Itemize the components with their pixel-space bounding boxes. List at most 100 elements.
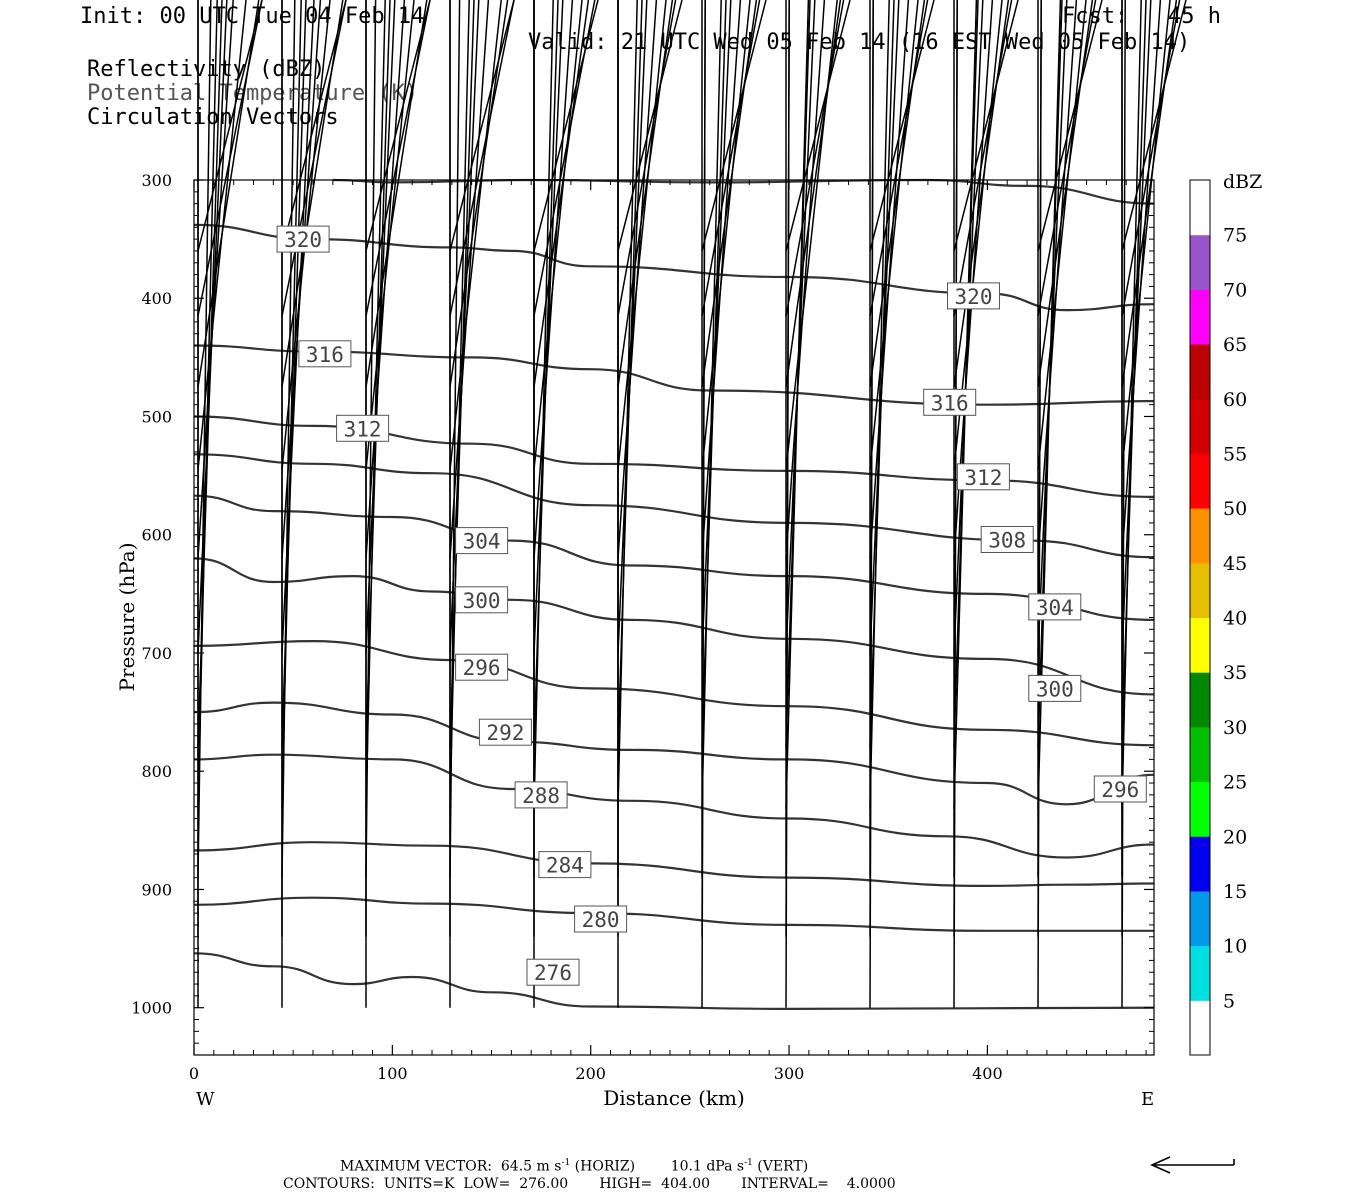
circulation-vector	[1037, 0, 1068, 654]
colorbar-swatch	[1190, 344, 1210, 400]
colorbar-level-label: 45	[1223, 553, 1247, 575]
vert-tag: (VERT)	[757, 1158, 809, 1175]
circulation-vector	[197, 0, 247, 470]
colorbar-swatch	[1190, 289, 1210, 345]
y-tick-label: 600	[141, 526, 172, 545]
circulation-vector	[701, 0, 706, 1008]
circulation-vector	[533, 0, 590, 388]
circulation-vector	[365, 0, 386, 810]
colorbar-swatch	[1190, 1000, 1210, 1056]
circulation-vector	[869, 0, 874, 1008]
reference-vector-icon	[1150, 1156, 1235, 1174]
circulation-vector	[1037, 0, 1042, 1008]
circulation-vector	[953, 0, 1010, 388]
circulation-vector	[533, 0, 564, 654]
unit-exponent-v: -1	[744, 1158, 753, 1168]
west-label: W	[196, 1089, 215, 1110]
y-axis-label: Pressure (hPa)	[115, 543, 139, 692]
circulation-vector	[1121, 0, 1181, 317]
circulation-vector	[449, 0, 480, 654]
max-vector-label: MAXIMUM VECTOR:	[340, 1158, 492, 1175]
contour-label-text: 320	[955, 285, 993, 309]
contour-label: 300	[1028, 674, 1082, 702]
contour-label-text: 276	[534, 961, 572, 985]
contour-label: 312	[336, 414, 390, 442]
circulation-vector	[701, 0, 732, 654]
circulation-vector	[365, 0, 415, 470]
circulation-vector	[1121, 0, 1171, 470]
y-tick-label: 500	[141, 407, 172, 426]
circulation-vector	[785, 0, 810, 810]
circulation-vector	[281, 0, 296, 878]
circulation-vector	[197, 0, 263, 252]
contour-label: 292	[478, 718, 532, 746]
circulation-vector	[701, 0, 758, 388]
circulation-vector	[617, 0, 683, 252]
colorbar-swatch	[1190, 617, 1210, 673]
circulation-vector	[701, 0, 722, 810]
max-vector-vertical: 10.1 dPa s	[670, 1158, 745, 1175]
circulation-vector	[785, 0, 790, 1008]
max-vector-horizontal: 64.5 m s	[500, 1158, 562, 1175]
contour-label-text: 316	[306, 343, 344, 367]
circulation-vector	[869, 0, 929, 317]
contour-label-text: 284	[546, 854, 584, 878]
isentrope-group	[193, 178, 1155, 1011]
contour-label-text: 288	[522, 784, 560, 808]
contour-label-text: 280	[582, 908, 620, 932]
isentrope-296	[193, 639, 1155, 747]
x-tick-label: 300	[774, 1064, 805, 1083]
colorbar-level-label: 40	[1223, 608, 1247, 630]
colorbar-swatch	[1190, 890, 1210, 947]
circulation-vector	[365, 0, 396, 654]
colorbar-unit-label: dBZ	[1223, 171, 1262, 193]
x-tick-label: 200	[575, 1064, 606, 1083]
colorbar-swatch	[1190, 836, 1210, 892]
unit-exponent-h: -1	[561, 1158, 571, 1168]
contour-label: 312	[956, 463, 1010, 491]
circulation-vector	[1121, 0, 1162, 559]
circulation-vector	[701, 0, 761, 317]
vector-group	[197, 0, 1187, 1008]
contour-label: 320	[276, 225, 330, 253]
circulation-vector	[365, 0, 406, 559]
isentrope-284	[193, 841, 1155, 888]
circulation-vector	[785, 0, 845, 317]
colorbar-swatch	[1190, 180, 1210, 236]
circulation-vector	[785, 0, 851, 252]
colorbar-level-label: 70	[1223, 279, 1247, 301]
circulation-vector	[1121, 0, 1178, 388]
y-tick-label: 1000	[131, 999, 172, 1018]
circulation-vector	[197, 0, 212, 878]
colorbar-level-label: 55	[1223, 443, 1247, 465]
circulation-vector	[785, 0, 816, 654]
contour-label: 288	[514, 781, 568, 809]
colorbar-swatch	[1190, 562, 1210, 618]
isentrope-300	[193, 557, 1155, 696]
circulation-vector	[617, 0, 667, 470]
colorbar-level-label: 65	[1223, 334, 1247, 356]
colorbar-frame	[1189, 179, 1211, 1056]
contour-label: 296	[1093, 775, 1147, 803]
circulation-vector	[869, 0, 890, 810]
contour-label: 300	[455, 586, 509, 614]
y-tick-label: 800	[141, 762, 172, 781]
isentrope-276	[193, 952, 1155, 1011]
colorbar-swatch	[1190, 672, 1210, 728]
x-axis-label: Distance (km)	[603, 1086, 745, 1110]
circulation-vector	[953, 0, 1019, 252]
x-tick-label: 100	[377, 1064, 408, 1083]
colorbar-swatch	[1190, 781, 1210, 837]
colorbar-level-label: 15	[1223, 881, 1247, 903]
circulation-vector	[869, 0, 910, 559]
x-tick-label: 0	[189, 1064, 199, 1083]
contour-label: 316	[298, 340, 352, 368]
circulation-vector	[869, 0, 935, 252]
circulation-vector	[533, 0, 583, 470]
colorbar-swatch	[1190, 508, 1210, 564]
circulation-vector	[449, 0, 515, 317]
colorbar-level-label: 30	[1223, 717, 1247, 739]
circulation-vector	[617, 0, 658, 559]
circulation-vector	[617, 0, 677, 317]
